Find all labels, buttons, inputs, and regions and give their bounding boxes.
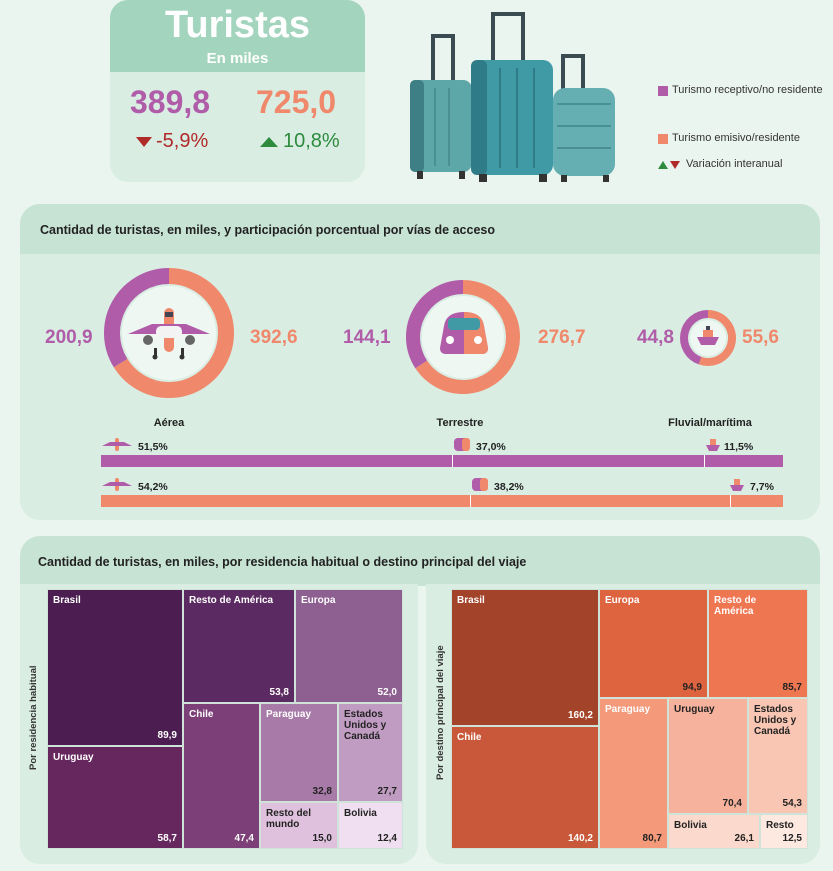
legend-receptivo-label: Turismo receptivo/no residente <box>672 84 823 96</box>
donut-segment-receptivo <box>104 268 170 368</box>
donut-segment-emisivo <box>415 280 520 394</box>
legend-variation-label: Variación interanual <box>686 158 783 170</box>
label-terrestre: Terrestre <box>436 417 484 429</box>
treemap-left-europa: Europa 52,0 <box>295 589 403 703</box>
small-car-icon <box>454 438 470 451</box>
triangle-up-icon <box>260 137 278 147</box>
receptivo-pct-terrestre: 37,0% <box>476 441 506 453</box>
label-fluvial: Fluvial/marítima <box>668 417 752 429</box>
emisivo-total: 725,0 <box>256 84 337 120</box>
receptivo-variation: -5,9% <box>156 130 209 152</box>
receptivo-share-bar <box>101 455 783 467</box>
legend-emisivo-label: Turismo emisivo/residente <box>672 132 800 144</box>
donut-fluvial <box>680 310 736 366</box>
legend-receptivo-swatch <box>658 86 668 96</box>
fluvial-emisivo: 55,6 <box>742 327 779 348</box>
donut-segment-receptivo <box>680 310 709 365</box>
car-icon <box>440 312 488 354</box>
receptivo-total: 389,8 <box>130 84 211 120</box>
page-subtitle: En miles <box>206 50 269 67</box>
receptivo-share-aerea <box>101 455 452 467</box>
small-ship-icon <box>730 479 744 491</box>
receptivo-pct-fluvial: 11,5% <box>724 441 754 453</box>
emisivo-share-fluvial <box>729 495 783 507</box>
emisivo-pct-aerea: 54,2% <box>138 481 168 493</box>
right-axis-label: Por destino principal del viaje <box>435 645 446 780</box>
header-card: Turistas En miles 389,8 725,0 -5,9% 10,8… <box>110 0 365 182</box>
treemap-right-eeuu-canada: Estados Unidos y Canadá 54,3 <box>748 698 808 814</box>
page-title: Turistas <box>164 4 310 46</box>
treemap-right-brasil: Brasil 160,2 <box>451 589 599 726</box>
emisivo-variation: 10,8% <box>283 130 340 152</box>
treemap-right-bolivia: Bolivia 26,1 <box>668 814 760 849</box>
donut-segment-emisivo <box>698 310 736 366</box>
small-airplane-icon <box>102 438 132 451</box>
aerea-receptivo: 200,9 <box>45 327 93 348</box>
treemap-right-chile: Chile 140,2 <box>451 726 599 849</box>
fluvial-receptivo: 44,8 <box>637 327 674 348</box>
access-panel-header <box>20 204 820 254</box>
left-axis-label: Por residencia habitual <box>28 665 39 770</box>
variation-arrows-icon <box>658 161 680 169</box>
header-band <box>110 0 365 72</box>
emisivo-share-terrestre <box>469 495 731 507</box>
residence-panel-header <box>20 536 820 586</box>
receptivo-share-fluvial <box>703 455 783 467</box>
small-airplane-icon <box>102 478 132 491</box>
terrestre-receptivo: 144,1 <box>343 327 391 348</box>
treemap-left-brasil: Brasil 89,9 <box>47 589 183 746</box>
treemap-left-chile: Chile 47,4 <box>183 703 260 849</box>
airplane-icon <box>128 308 210 360</box>
treemap-left-resto-mundo: Resto del mundo 15,0 <box>260 802 338 849</box>
terrestre-emisivo: 276,7 <box>538 327 586 348</box>
treemap-right-resto-america: Resto de América 85,7 <box>708 589 808 698</box>
emisivo-pct-fluvial: 7,7% <box>750 481 774 493</box>
access-donuts <box>104 268 736 398</box>
treemap-left-resto-america: Resto de América 53,8 <box>183 589 295 703</box>
ship-icon <box>697 326 719 345</box>
donut-segment-receptivo <box>406 280 464 369</box>
residence-panel-title: Cantidad de turistas, en miles, por resi… <box>38 555 527 569</box>
treemap-left-paraguay: Paraguay 32,8 <box>260 703 338 802</box>
treemap-right-resto: Resto 12,5 <box>760 814 808 849</box>
triangle-down-icon <box>136 137 152 147</box>
treemap-right-paraguay: Paraguay 80,7 <box>599 698 668 849</box>
treemap-right-europa: Europa 94,9 <box>599 589 708 698</box>
small-car-icon <box>472 478 488 491</box>
emisivo-pct-terrestre: 38,2% <box>494 481 524 493</box>
receptivo-share-terrestre <box>451 455 705 467</box>
treemap-left-bolivia: Bolivia 12,4 <box>338 802 403 849</box>
aerea-emisivo: 392,6 <box>250 327 298 348</box>
legend-emisivo-swatch <box>658 134 668 144</box>
treemap-left-uruguay: Uruguay 58,7 <box>47 746 183 849</box>
access-panel-title: Cantidad de turistas, en miles, y partic… <box>40 223 496 237</box>
emisivo-share-aerea <box>101 495 470 507</box>
receptivo-pct-aerea: 51,5% <box>138 441 168 453</box>
emisivo-share-bar <box>101 495 783 507</box>
small-ship-icon <box>706 439 720 451</box>
suitcases-icon <box>410 12 615 182</box>
treemap-left-eeuu-canada: Estados Unidos y Canadá 27,7 <box>338 703 403 802</box>
treemap-right-uruguay: Uruguay 70,4 <box>668 698 748 814</box>
label-aerea: Aérea <box>153 417 185 429</box>
donut-segment-emisivo <box>113 268 234 398</box>
